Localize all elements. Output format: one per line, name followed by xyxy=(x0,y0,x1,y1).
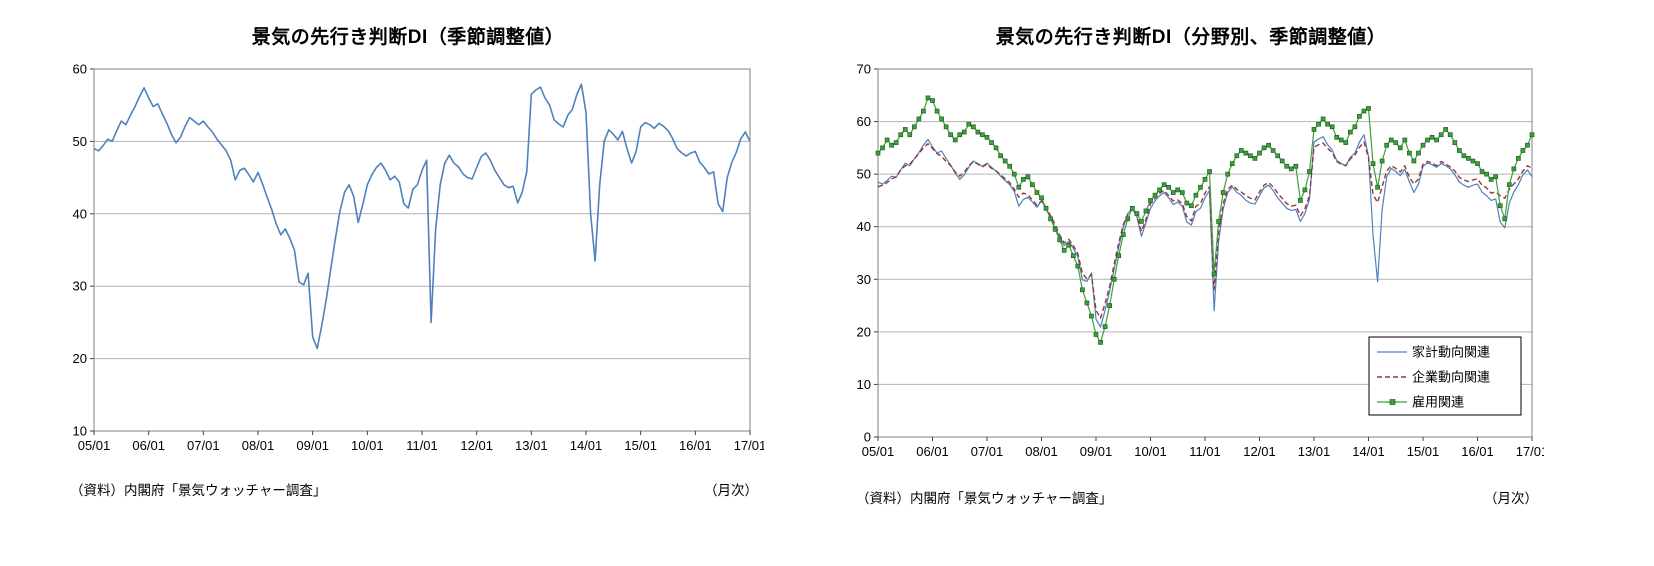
svg-text:09/01: 09/01 xyxy=(296,438,329,453)
left-chart: 景気の先行き判断DI（季節調整値） 10 20 30 40 50 60 05/01 06/01… xyxy=(52,16,764,566)
svg-text:14/01: 14/01 xyxy=(570,438,603,453)
svg-text:10/01: 10/01 xyxy=(351,438,384,453)
svg-text:06/01: 06/01 xyxy=(916,444,949,459)
svg-text:16/01: 16/01 xyxy=(1461,444,1494,459)
svg-text:15/01: 15/01 xyxy=(1407,444,1440,459)
svg-text:20: 20 xyxy=(73,351,87,366)
svg-text:50: 50 xyxy=(73,134,87,149)
svg-text:17/01: 17/01 xyxy=(734,438,764,453)
svg-text:40: 40 xyxy=(857,219,871,234)
svg-text:16/01: 16/01 xyxy=(679,438,712,453)
svg-text:30: 30 xyxy=(73,279,87,294)
svg-text:08/01: 08/01 xyxy=(242,438,275,453)
svg-text:10: 10 xyxy=(73,424,87,439)
svg-text:50: 50 xyxy=(857,167,871,182)
svg-text:09/01: 09/01 xyxy=(1080,444,1113,459)
svg-text:12/01: 12/01 xyxy=(460,438,493,453)
right-chart-plot: 0 10 20 30 40 50 60 70 05/01 06/01 07/01 08/01 09/01… xyxy=(857,62,1544,460)
right-chart-title: 景気の先行き判断DI（分野別、季節調整値） xyxy=(995,27,1387,48)
left-chart-title: 景気の先行き判断DI（季節調整値） xyxy=(251,27,565,48)
svg-text:15/01: 15/01 xyxy=(624,438,657,453)
svg-text:11/01: 11/01 xyxy=(406,438,438,453)
svg-text:60: 60 xyxy=(857,114,871,129)
left-chart-captions: （資料）内閣府「景気ウォッチャー調査」 （月次） xyxy=(52,479,764,499)
svg-text:60: 60 xyxy=(73,62,87,77)
svg-text:13/01: 13/01 xyxy=(1298,444,1331,459)
svg-text:20: 20 xyxy=(857,324,871,339)
svg-text:06/01: 06/01 xyxy=(132,438,165,453)
svg-text:30: 30 xyxy=(857,272,871,287)
svg-text:05/01: 05/01 xyxy=(862,444,895,459)
svg-text:14/01: 14/01 xyxy=(1352,444,1385,459)
svg-text:40: 40 xyxy=(73,206,87,221)
svg-text:0: 0 xyxy=(864,430,871,445)
right-chart-captions: （資料）内閣府「景気ウォッチャー調査」 （月次） xyxy=(838,487,1544,507)
svg-text:企業動向関連: 企業動向関連 xyxy=(1412,370,1490,385)
svg-text:10/01: 10/01 xyxy=(1134,444,1167,459)
svg-text:17/01: 17/01 xyxy=(1516,444,1544,459)
svg-text:10: 10 xyxy=(857,377,871,392)
svg-text:07/01: 07/01 xyxy=(187,438,220,453)
svg-text:08/01: 08/01 xyxy=(1025,444,1058,459)
left-source-note: （資料）内閣府「景気ウォッチャー調査」 xyxy=(70,483,327,498)
svg-text:70: 70 xyxy=(857,62,871,77)
svg-text:05/01: 05/01 xyxy=(78,438,111,453)
right-source-note: （資料）内閣府「景気ウォッチャー調査」 xyxy=(856,491,1113,506)
right-frequency-note: （月次） xyxy=(1484,491,1538,506)
svg-text:07/01: 07/01 xyxy=(971,444,1004,459)
svg-text:雇用関連: 雇用関連 xyxy=(1412,395,1464,410)
svg-text:13/01: 13/01 xyxy=(515,438,548,453)
svg-text:12/01: 12/01 xyxy=(1243,444,1276,459)
svg-text:11/01: 11/01 xyxy=(1189,444,1221,459)
left-frequency-note: （月次） xyxy=(704,483,758,498)
right-chart: 景気の先行き判断DI（分野別、季節調整値） 0 10 20 30 40 50 60 70 05/… xyxy=(838,16,1544,566)
left-chart-plot: 10 20 30 40 50 60 05/01 06/01 07/01 08/01 09/01 10/… xyxy=(73,62,764,454)
svg-text:家計動向関連: 家計動向関連 xyxy=(1412,345,1490,360)
